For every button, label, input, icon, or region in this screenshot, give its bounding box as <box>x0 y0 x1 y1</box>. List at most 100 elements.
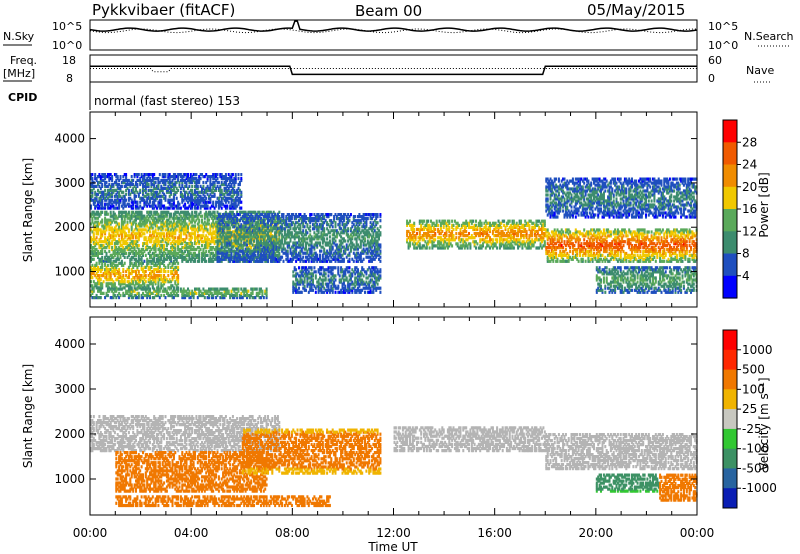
noise-right-tick-bottom: 10^0 <box>708 39 738 52</box>
heatmap-cell <box>195 292 197 295</box>
heatmap-cell <box>214 211 216 214</box>
heatmap-cell <box>201 215 203 218</box>
heatmap-cell <box>160 294 162 297</box>
heatmap-cell <box>177 262 179 265</box>
heatmap-cell <box>195 211 197 214</box>
heatmap-cell <box>101 211 103 214</box>
heatmap-cell <box>103 280 105 283</box>
heatmap-cell <box>150 211 152 214</box>
heatmap-cell <box>108 250 110 253</box>
freq-panel: Freq. [MHz] 18 8 60 0 Nave <box>3 54 774 85</box>
noise-left-tick-bottom: 10^0 <box>52 39 82 52</box>
heatmap-cell <box>117 175 119 178</box>
heatmap-cell <box>128 211 130 214</box>
heatmap-cell <box>118 268 120 271</box>
heatmap-cell <box>96 262 98 265</box>
noise-panel: N.Sky 10^5 10^0 10^5 10^0 N.Search <box>3 20 794 52</box>
noise-left-tick-top: 10^5 <box>52 20 82 33</box>
heatmap-cell <box>194 224 196 227</box>
heatmap-cell <box>142 262 144 265</box>
heatmap-cell <box>136 201 138 204</box>
heatmap-cell <box>104 189 106 192</box>
freq-series <box>90 66 697 74</box>
heatmap-cell <box>91 177 93 180</box>
heatmap-cell <box>135 195 137 198</box>
freq-tick-bottom: 8 <box>66 72 73 85</box>
cpid-text: normal (fast stereo) 153 <box>94 94 240 108</box>
heatmap-cell <box>122 274 124 277</box>
heatmap-cell <box>169 288 171 291</box>
heatmap-cell <box>163 232 165 235</box>
heatmap-cell <box>136 288 138 291</box>
heatmap-cell <box>141 211 143 214</box>
heatmap-cell <box>198 219 200 222</box>
heatmap-cell <box>100 278 102 281</box>
heatmap-cell <box>160 274 162 277</box>
heatmap-cell <box>159 288 161 291</box>
nsky-label: N.Sky <box>3 30 35 43</box>
heatmap-cell <box>122 191 124 194</box>
heatmap-cell <box>201 219 203 222</box>
heatmap-cell <box>93 232 95 235</box>
heatmap-cell <box>261 290 263 293</box>
heatmap-cell <box>266 288 268 291</box>
heatmap-cell <box>169 262 171 265</box>
heatmap-cell <box>118 222 120 225</box>
heatmap-cell <box>104 262 106 265</box>
heatmap-cell <box>207 228 209 231</box>
heatmap-cell <box>93 258 95 261</box>
heatmap-cell <box>177 294 179 297</box>
heatmap-cell <box>263 296 265 299</box>
heatmap-cell <box>101 183 103 186</box>
radar-summary-plot: Pykkvibaer (fitACF) Beam 00 05/May/2015 … <box>0 0 800 554</box>
heatmap-cell <box>101 256 103 259</box>
heatmap-cell <box>238 288 240 291</box>
heatmap-cell <box>138 292 140 295</box>
heatmap-cell <box>256 288 258 291</box>
heatmap-cell <box>186 234 188 237</box>
heatmap-cell <box>204 296 206 299</box>
heatmap-cell <box>145 280 147 283</box>
heatmap-cell <box>205 260 207 263</box>
heatmap-cell <box>107 294 109 297</box>
freq-label-line1: Freq. <box>10 54 37 67</box>
heatmap-cell <box>128 228 130 231</box>
heatmap-cell <box>167 274 169 277</box>
heatmap-cell <box>101 219 103 222</box>
heatmap-cell <box>100 288 102 291</box>
heatmap-cell <box>163 244 165 247</box>
freq-tick-top: 18 <box>62 54 76 67</box>
nsearch-series <box>90 29 697 33</box>
heatmap-cell <box>124 278 126 281</box>
heatmap-cell <box>96 236 98 239</box>
heatmap-cell <box>177 274 179 277</box>
heatmap-cell <box>138 244 140 247</box>
heatmap-cell <box>91 276 93 279</box>
nave-tick-top: 60 <box>708 54 722 67</box>
heatmap-cell <box>125 193 127 196</box>
nave-tick-bottom: 0 <box>708 72 715 85</box>
heatmap-cell <box>145 270 147 273</box>
heatmap-cell <box>149 288 151 291</box>
heatmap-cell <box>200 211 202 214</box>
heatmap-cell <box>177 288 179 291</box>
nave-series <box>90 69 697 72</box>
cpid-panel: CPID normal (fast stereo) 153 <box>8 82 240 110</box>
heatmap-cell <box>165 270 167 273</box>
heatmap-cell <box>124 262 126 265</box>
heatmap-cell <box>177 266 179 269</box>
heatmap-cell <box>160 268 162 271</box>
nsearch-label: N.Search <box>744 30 794 43</box>
freq-label-line2: [MHz] <box>3 67 35 80</box>
heatmap-cell <box>176 228 178 231</box>
heatmap-cell <box>101 262 103 265</box>
heatmap-cell <box>135 262 137 265</box>
heatmap-cell <box>149 230 151 233</box>
beam-label: Beam 00 <box>355 2 422 20</box>
heatmap-cell <box>91 173 93 176</box>
heatmap-cell <box>205 250 207 253</box>
heatmap-cell <box>150 266 152 269</box>
heatmap-cell <box>136 183 138 186</box>
heatmap-cell <box>98 262 100 265</box>
